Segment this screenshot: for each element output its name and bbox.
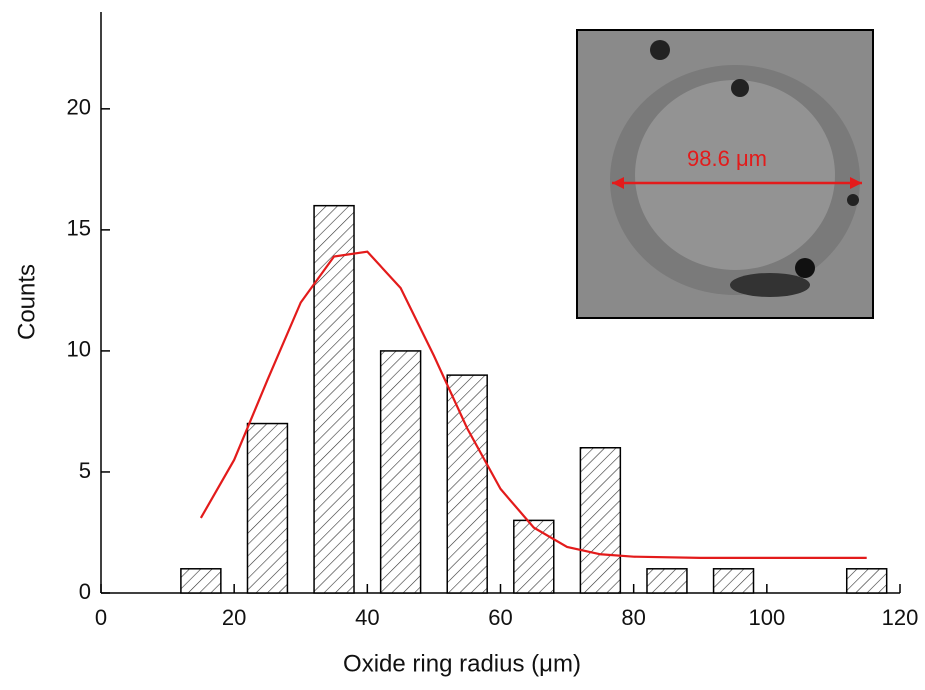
y-tick-label: 10 bbox=[67, 337, 91, 362]
y-tick-label: 5 bbox=[79, 458, 91, 483]
bar bbox=[381, 351, 421, 593]
bar bbox=[647, 569, 687, 593]
bar bbox=[181, 569, 221, 593]
x-tick-label: 60 bbox=[488, 605, 512, 630]
y-axis-label: Counts bbox=[13, 264, 40, 340]
bar bbox=[847, 569, 887, 593]
x-axis-label: Oxide ring radius (μm) bbox=[343, 650, 581, 677]
x-tick-label: 80 bbox=[621, 605, 645, 630]
x-tick-label: 0 bbox=[95, 605, 107, 630]
x-tick-label: 40 bbox=[355, 605, 379, 630]
bar bbox=[714, 569, 754, 593]
chart: 98.6 μm Oxide ring radius (μm) Counts 0 5… bbox=[0, 0, 925, 690]
y-tick-label: 15 bbox=[67, 216, 91, 241]
bar bbox=[447, 375, 487, 593]
bar bbox=[514, 520, 554, 593]
inset-label: 98.6 μm bbox=[687, 146, 767, 171]
bar bbox=[314, 206, 354, 593]
inset-image bbox=[577, 30, 873, 318]
x-tick-label: 120 bbox=[882, 605, 919, 630]
y-tick-label: 20 bbox=[67, 95, 91, 120]
y-tick-label: 0 bbox=[79, 579, 91, 604]
bar bbox=[580, 448, 620, 593]
bar bbox=[247, 424, 287, 593]
x-tick-label: 20 bbox=[222, 605, 246, 630]
x-tick-label: 100 bbox=[748, 605, 785, 630]
